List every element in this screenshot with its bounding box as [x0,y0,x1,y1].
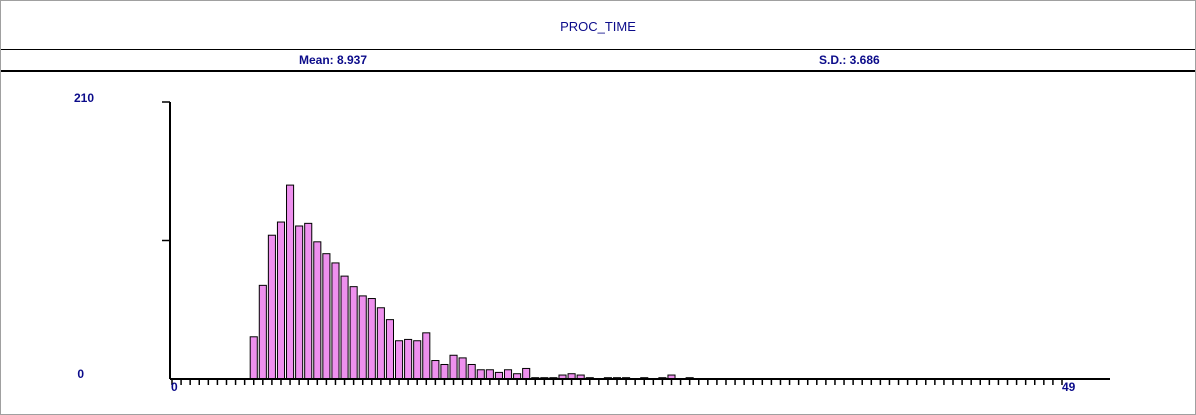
histogram-bar [431,360,440,380]
histogram-bar [258,284,267,380]
x-tick-label-min: 0 [171,380,178,394]
histogram-bar [322,253,331,380]
histogram-bar [440,363,449,380]
bars-group [249,184,694,380]
histogram-bar [267,234,276,380]
histogram-bar [331,262,340,380]
y-tick-label-min: 0 [77,367,84,381]
histogram-bar [503,369,513,380]
histogram-bar [458,357,467,380]
axes-group [162,101,1110,385]
histogram-bar [340,275,349,380]
stats-bar: Mean: 8.937 S.D.: 3.686 [1,49,1195,72]
y-tick-label-max: 210 [74,91,94,105]
histogram-bar [376,307,385,380]
histogram-bar [304,222,313,380]
histogram-bar [295,225,304,380]
histogram-bar [485,369,494,380]
histogram-bar [422,332,431,380]
histogram-bar [413,340,422,380]
histogram-bar [367,298,376,380]
x-tick-label-max: 49 [1062,380,1076,394]
sd-label: S.D.: 3.686 [819,53,880,67]
histogram-bar [276,221,286,380]
histogram-bar [404,338,413,380]
chart-title: PROC_TIME [560,19,636,34]
histogram-bar [349,286,358,380]
histogram-bar [385,319,394,380]
histogram-bar [476,369,485,380]
histogram-bar [249,336,258,380]
histogram-bar [313,241,322,380]
histogram-bar [467,363,476,380]
histogram-bar [286,184,295,380]
mean-label: Mean: 8.937 [299,53,368,67]
histogram-bar [522,367,531,380]
histogram-bar [449,354,458,380]
histogram-bar [395,340,404,380]
histogram-bar [358,295,367,380]
